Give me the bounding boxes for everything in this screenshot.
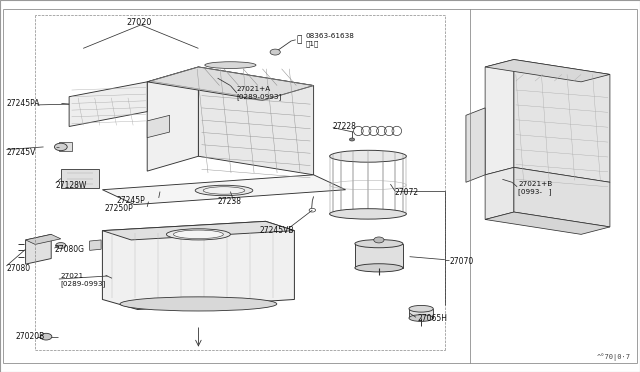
Polygon shape	[102, 221, 294, 310]
Circle shape	[374, 237, 384, 243]
Text: ^°70|0·7: ^°70|0·7	[596, 353, 630, 361]
Circle shape	[270, 49, 280, 55]
Ellipse shape	[166, 229, 230, 240]
Polygon shape	[102, 221, 294, 240]
Circle shape	[40, 333, 52, 340]
Ellipse shape	[120, 297, 277, 311]
Text: 27245V: 27245V	[6, 148, 36, 157]
Text: 27070: 27070	[449, 257, 474, 266]
Polygon shape	[147, 115, 170, 138]
Ellipse shape	[355, 240, 403, 248]
Polygon shape	[147, 67, 314, 100]
Ellipse shape	[355, 264, 403, 272]
Ellipse shape	[409, 315, 433, 321]
Text: 27021+B
[0993-   ]: 27021+B [0993- ]	[518, 181, 553, 195]
Text: 27021+A
[0289-0993]: 27021+A [0289-0993]	[237, 86, 282, 100]
Ellipse shape	[173, 230, 223, 239]
Text: 27080: 27080	[6, 264, 31, 273]
Text: 27020: 27020	[127, 18, 152, 27]
Text: 27250P: 27250P	[104, 204, 133, 213]
Polygon shape	[90, 240, 101, 250]
Ellipse shape	[204, 187, 245, 194]
Text: 08363-61638
（1）: 08363-61638 （1）	[306, 33, 355, 47]
Polygon shape	[61, 169, 99, 188]
Polygon shape	[466, 108, 485, 182]
Text: 27228: 27228	[333, 122, 356, 131]
Ellipse shape	[205, 62, 256, 68]
Ellipse shape	[409, 305, 433, 312]
Text: 27245P: 27245P	[116, 196, 145, 205]
Circle shape	[54, 143, 67, 151]
Polygon shape	[102, 175, 346, 205]
Polygon shape	[485, 212, 610, 234]
Polygon shape	[485, 60, 610, 82]
Ellipse shape	[195, 185, 253, 196]
Text: 27128W: 27128W	[56, 181, 87, 190]
Text: 27020B: 27020B	[16, 332, 45, 341]
Text: 27245PA: 27245PA	[6, 99, 40, 108]
Polygon shape	[355, 244, 403, 268]
Text: Ⓢ: Ⓢ	[296, 35, 301, 44]
Text: 27072: 27072	[395, 188, 419, 197]
Text: 27080G: 27080G	[54, 245, 84, 254]
Text: 27065H: 27065H	[417, 314, 447, 323]
Polygon shape	[198, 67, 314, 175]
Polygon shape	[485, 60, 514, 175]
Text: 27238: 27238	[218, 197, 242, 206]
Circle shape	[349, 138, 355, 141]
Circle shape	[56, 243, 66, 248]
Polygon shape	[147, 67, 198, 171]
Polygon shape	[26, 234, 61, 244]
Text: 27021
[0289-0993]: 27021 [0289-0993]	[61, 273, 106, 287]
Polygon shape	[409, 309, 433, 318]
Polygon shape	[485, 167, 514, 219]
Text: 27245VB: 27245VB	[259, 226, 294, 235]
Ellipse shape	[330, 150, 406, 162]
Polygon shape	[514, 60, 610, 182]
Polygon shape	[69, 82, 147, 126]
Polygon shape	[514, 167, 610, 227]
Polygon shape	[59, 142, 72, 151]
Polygon shape	[26, 234, 51, 264]
Ellipse shape	[330, 209, 406, 219]
